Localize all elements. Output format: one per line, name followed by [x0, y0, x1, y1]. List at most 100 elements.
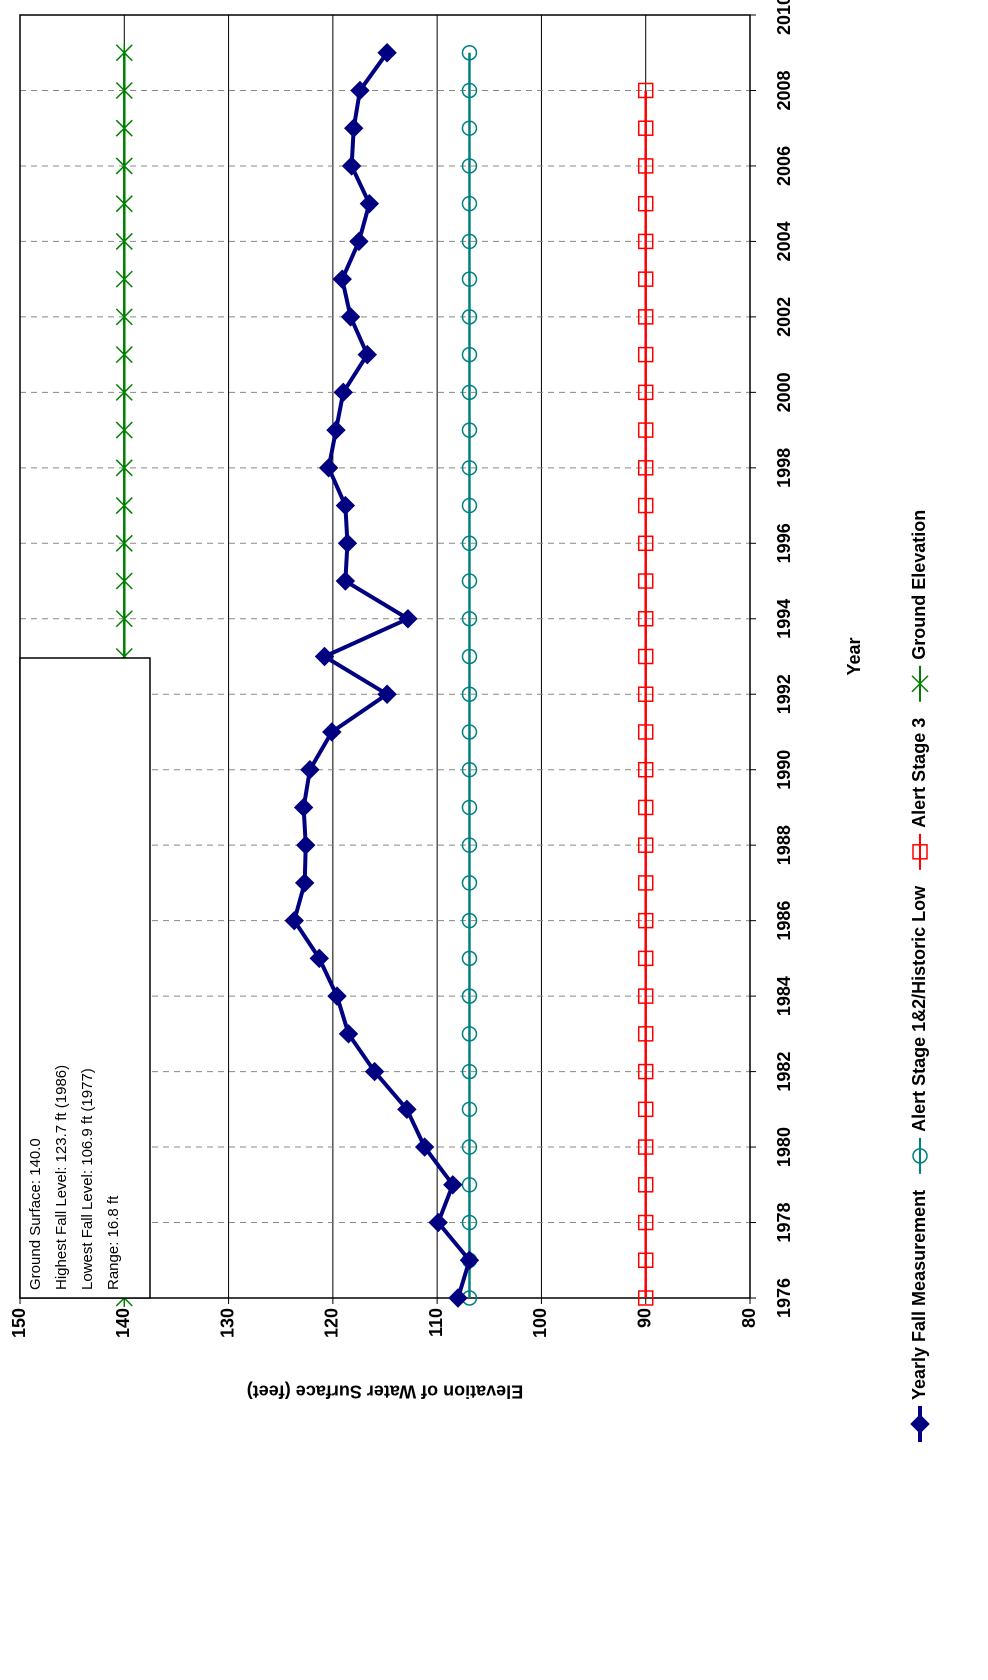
marker [637, 384, 654, 401]
marker [637, 271, 654, 287]
marker [637, 1026, 654, 1042]
y-tick-label: 140 [113, 1308, 133, 1338]
marker [461, 195, 478, 212]
marker [115, 383, 133, 402]
marker [300, 759, 320, 780]
y-tick-label: 100 [530, 1308, 550, 1338]
marker [637, 1290, 654, 1306]
marker [314, 646, 335, 667]
marker [637, 1252, 654, 1269]
marker [337, 533, 358, 553]
x-tick-label: 1998 [774, 448, 794, 488]
marker [461, 573, 478, 589]
marker [461, 837, 478, 853]
marker [637, 497, 654, 514]
marker [461, 158, 478, 174]
marker [637, 460, 654, 476]
marker [461, 535, 478, 552]
marker [293, 797, 314, 818]
marker [115, 534, 133, 553]
marker [637, 912, 654, 929]
y-tick-label: 80 [739, 1308, 759, 1328]
marker [461, 686, 478, 702]
marker [637, 761, 654, 778]
marker [637, 724, 654, 740]
annotation-box [19, 657, 151, 1299]
marker [377, 43, 397, 63]
y-tick-label: 150 [9, 1308, 29, 1338]
marker [115, 156, 133, 175]
marker [332, 269, 352, 289]
x-tick-label: 1990 [774, 750, 794, 790]
marker [461, 460, 478, 476]
x-tick-label: 1984 [774, 976, 794, 1016]
marker [338, 1024, 359, 1044]
marker [309, 948, 330, 969]
marker [364, 1061, 385, 1082]
marker [912, 844, 928, 860]
x-tick-label: 1986 [774, 901, 794, 941]
marker [461, 799, 478, 816]
x-tick-label: 1988 [774, 825, 794, 865]
marker [461, 648, 478, 665]
marker [637, 988, 654, 1004]
marker [637, 950, 654, 967]
marker [637, 82, 654, 99]
y-tick-label: 110 [426, 1308, 446, 1337]
marker [637, 648, 654, 665]
x-tick-label: 1980 [774, 1127, 794, 1167]
legend-label: Yearly Fall Measurement [909, 1190, 929, 1400]
marker [637, 1139, 654, 1155]
marker [115, 81, 133, 100]
marker [461, 611, 478, 627]
x-tick-label: 2002 [774, 297, 794, 337]
plot-frame [19, 14, 751, 1299]
legend-label: Ground Elevation [909, 510, 929, 660]
marker [461, 1026, 478, 1042]
x-tick-label: 2006 [774, 146, 794, 186]
marker [461, 1101, 478, 1118]
marker [637, 309, 654, 325]
marker [461, 950, 478, 967]
marker [637, 1063, 654, 1080]
marker [637, 799, 654, 816]
annotation-text: Range: 16.8 ft [105, 1195, 122, 1290]
rotated-chart: 80 90 100 110 120 130 140 150 1976 1978 1980 1982 19… [9, 0, 930, 1442]
marker [637, 535, 654, 552]
marker [115, 496, 133, 515]
x-tick-label: 2010 [774, 0, 794, 35]
marker [335, 571, 356, 591]
marker [461, 271, 478, 287]
marker [637, 611, 654, 627]
marker [461, 1214, 478, 1231]
x-tick-label: 2008 [774, 70, 794, 110]
x-tick-label: 1992 [774, 674, 794, 714]
marker [637, 1101, 654, 1118]
marker [115, 232, 133, 251]
marker [414, 1137, 435, 1157]
marker [459, 1250, 480, 1270]
marker [398, 609, 418, 629]
marker [637, 1177, 654, 1193]
marker [428, 1212, 448, 1233]
marker [448, 1288, 468, 1308]
marker [637, 158, 654, 174]
marker [637, 1214, 654, 1231]
legend-label: Alert Stage 1&2/Historic Low [909, 885, 929, 1132]
x-tick-label: 1976 [774, 1278, 794, 1318]
marker [637, 837, 654, 853]
marker [637, 875, 654, 891]
annotation-text: Lowest Fall Level: 106.9 ft (1977) [79, 1068, 96, 1290]
marker [357, 344, 377, 365]
x-tick-label: 1994 [774, 599, 794, 639]
marker [461, 988, 478, 1004]
annotation-text: Highest Fall Level: 123.7 ft (1986) [53, 1065, 70, 1290]
marker [115, 609, 133, 628]
marker [461, 1063, 478, 1080]
marker [461, 875, 478, 891]
y-tick-label: 120 [322, 1308, 342, 1338]
marker [115, 119, 133, 138]
marker [296, 835, 316, 855]
